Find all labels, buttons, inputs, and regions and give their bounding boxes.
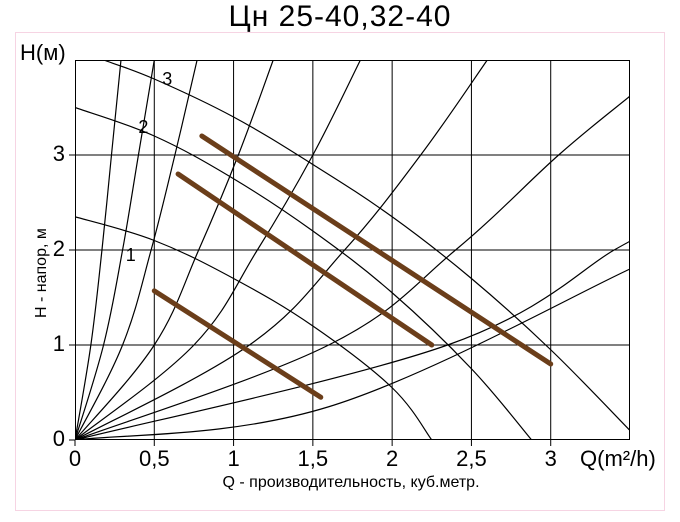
x-axis-label: Q(m²/h) [580,446,656,472]
x-tick: 1,5 [293,446,333,472]
pump-curve-label: 2 [138,117,148,138]
y-tick: 0 [53,426,65,452]
x-tick: 1 [214,446,254,472]
x-tick: 3 [531,446,571,472]
chart-title: Цн 25-40,32-40 [0,0,680,34]
y-tick: 3 [53,141,65,167]
y-tick: 2 [53,236,65,262]
x-tick: 0,5 [134,446,174,472]
x-axis-caption: Q - производительность, куб.метр. [223,474,480,492]
y-axis-label: H(м) [20,40,66,66]
pump-curve-label: 1 [126,245,136,266]
x-tick: 2 [372,446,412,472]
y-axis-caption: H - напор, м [33,229,51,319]
plot-area [75,60,630,440]
y-tick: 1 [53,331,65,357]
pump-curve-label: 3 [162,69,172,90]
chart-svg [75,60,630,440]
x-tick: 2,5 [451,446,491,472]
